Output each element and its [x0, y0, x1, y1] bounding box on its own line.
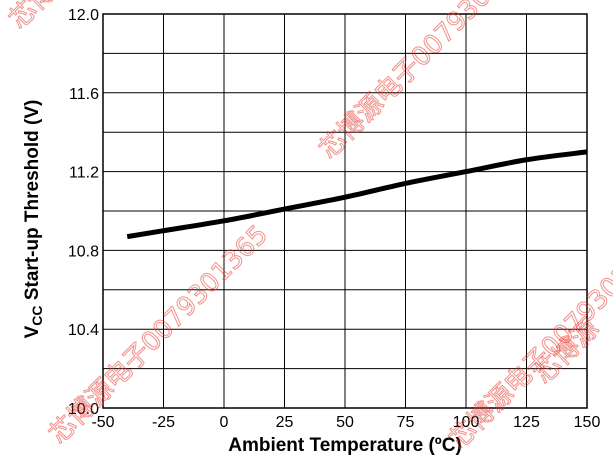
y-axis-title-main: V	[22, 325, 43, 338]
x-tick-label: 150	[574, 414, 601, 431]
x-axis-title: Ambient Temperature (ºC)	[228, 435, 462, 456]
series-layer	[126, 149, 588, 240]
x-tick-label: -25	[152, 414, 175, 431]
watermark-text: 芯博源电子0079301365	[314, 0, 544, 165]
y-tick-label: 10.4	[68, 322, 99, 339]
y-tick-label: 10.8	[68, 243, 99, 260]
y-tick-label: 11.6	[69, 86, 99, 103]
y-axis-title-rest: Start-up Threshold (V)	[22, 100, 43, 306]
y-axis-title: VCC Start-up Threshold (V)	[22, 100, 45, 339]
x-tick-label: -50	[91, 414, 114, 431]
x-tick-label: 25	[276, 414, 294, 431]
x-tick-label: 100	[453, 414, 480, 431]
plot-frame	[102, 13, 588, 409]
y-axis-title-subscript: CC	[29, 305, 45, 325]
y-tick-label: 11.2	[69, 165, 99, 182]
y-tick-label: 10.0	[68, 401, 99, 418]
y-tick-labels: 10.0 10.4 10.8 11.2 11.6 12.0	[68, 7, 99, 418]
grid	[102, 13, 588, 409]
x-tick-labels: -50 -25 0 25 50 75 100 125 150	[91, 414, 600, 431]
series-line	[126, 149, 588, 240]
x-tick-label: 50	[336, 414, 354, 431]
x-tick-label: 0	[220, 414, 229, 431]
watermark: 芯博源电子0079301365芯博源电子0079301365芯博源电子00793…	[3, 0, 613, 455]
watermark-text: 芯博源电子0079301365	[4, 0, 234, 35]
x-tick-label: 125	[513, 414, 540, 431]
y-tick-label: 12.0	[68, 7, 99, 24]
x-tick-label: 75	[397, 414, 415, 431]
